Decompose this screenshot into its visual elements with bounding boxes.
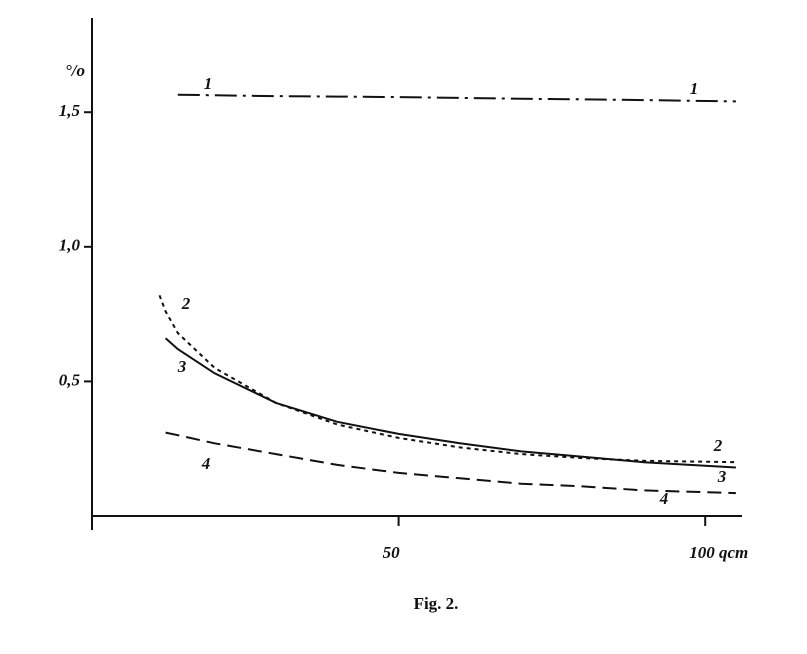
series-label: 4 [201, 454, 211, 473]
series-line [158, 294, 736, 464]
series-line [164, 337, 736, 469]
series-label: 2 [713, 436, 723, 455]
y-tick-label: 1,5 [59, 101, 81, 120]
series-label: 1 [204, 74, 213, 93]
y-tick-label: 0,5 [59, 370, 81, 389]
series-label: 3 [717, 467, 727, 486]
x-tick-label: 50 [383, 543, 401, 562]
series-label: 3 [177, 357, 187, 376]
series-label: 1 [690, 79, 699, 98]
series-label: 2 [181, 294, 191, 313]
series-line [177, 93, 736, 103]
caption: Fig. 2. [414, 594, 459, 613]
series-line [165, 431, 736, 495]
y-axis-label: °/o [65, 61, 85, 80]
x-tick-label: 100 qcm [689, 543, 748, 562]
y-tick-label: 1,0 [59, 236, 81, 255]
series-label: 4 [659, 489, 669, 508]
